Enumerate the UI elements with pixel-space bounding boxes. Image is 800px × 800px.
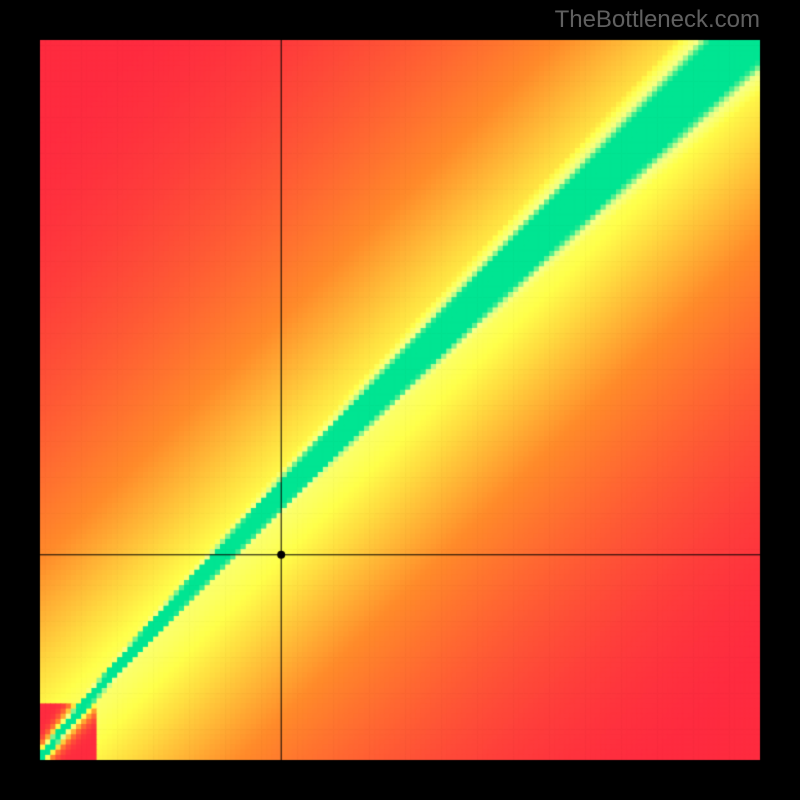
watermark-text: TheBottleneck.com: [555, 6, 760, 34]
bottleneck-heatmap: [0, 0, 800, 800]
